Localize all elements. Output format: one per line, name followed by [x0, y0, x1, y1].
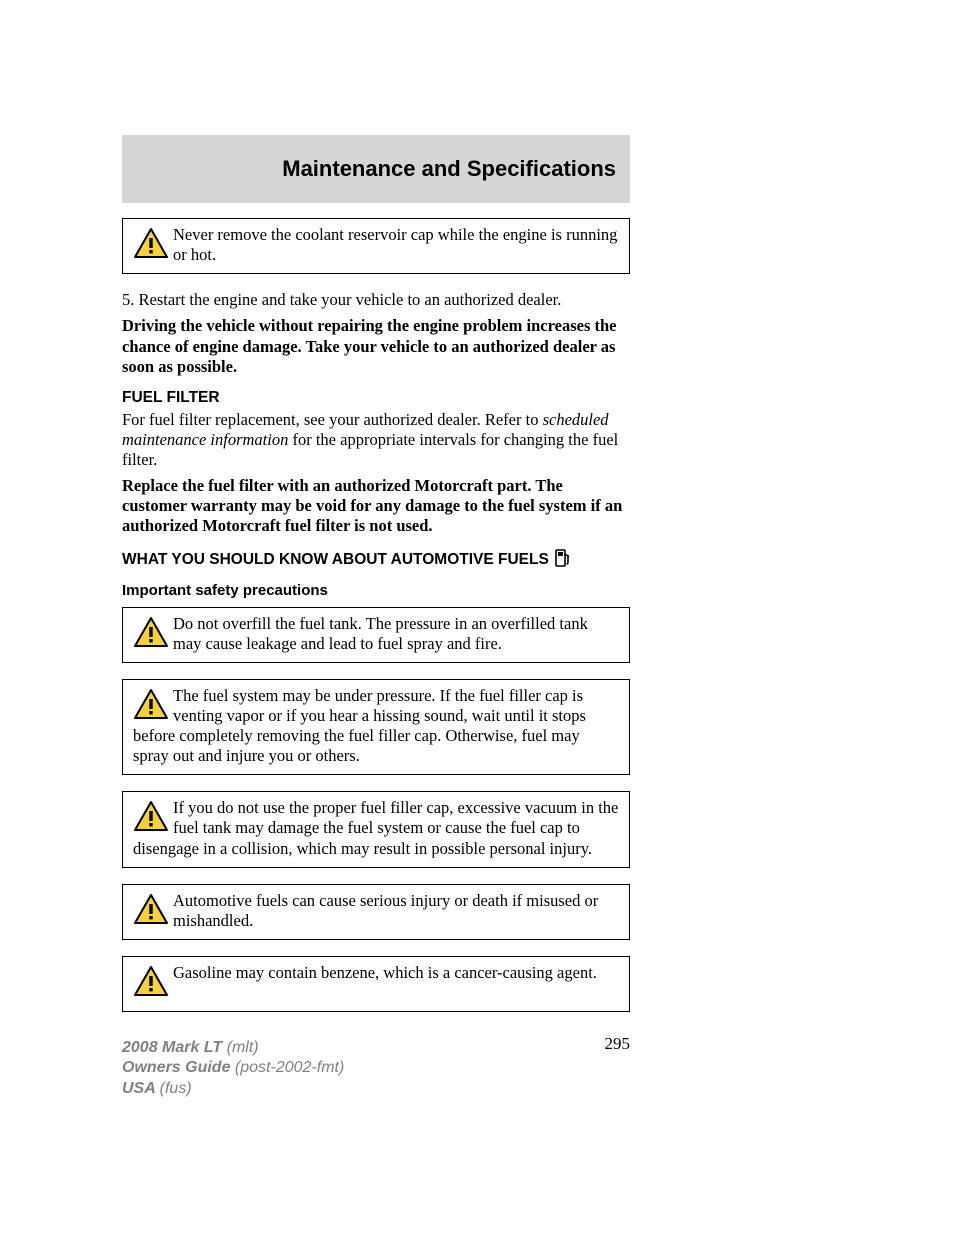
heading-automotive-fuels-text: WHAT YOU SHOULD KNOW ABOUT AUTOMOTIVE FU… — [122, 551, 549, 569]
footer-bold: Owners Guide — [122, 1059, 235, 1076]
warning-box-misuse: Automotive fuels can cause serious injur… — [122, 884, 630, 940]
para-replace-bold: Replace the fuel filter with an authoriz… — [122, 476, 630, 536]
warning-text-coolant: Never remove the coolant reservoir cap w… — [133, 225, 619, 265]
para-restart: 5. Restart the engine and take your vehi… — [122, 290, 630, 310]
heading-fuel-filter-text: FUEL FILTER — [122, 389, 220, 407]
warning-text: Do not overfill the fuel tank. The press… — [133, 614, 619, 654]
footer-bold: USA — [122, 1080, 160, 1097]
warning-text: Gasoline may contain benzene, which is a… — [133, 963, 619, 1003]
page-title: Maintenance and Specifications — [282, 156, 616, 182]
content-area: Never remove the coolant reservoir cap w… — [122, 218, 630, 1054]
warning-text-overfill: Do not overfill the fuel tank. The press… — [133, 614, 619, 654]
heading-automotive-fuels: WHAT YOU SHOULD KNOW ABOUT AUTOMOTIVE FU… — [122, 549, 630, 572]
warning-text: Never remove the coolant reservoir cap w… — [133, 225, 619, 265]
para-driving-bold: Driving the vehicle without repairing th… — [122, 316, 630, 376]
warning-box-pressure: The fuel system may be under pressure. I… — [122, 679, 630, 776]
warning-text: Automotive fuels can cause serious injur… — [133, 891, 619, 931]
text-segment: For fuel filter replacement, see your au… — [122, 410, 543, 429]
warning-triangle-icon — [133, 616, 169, 648]
warning-text: If you do not use the proper fuel filler… — [133, 798, 619, 858]
footer-bold: 2008 Mark LT — [122, 1039, 227, 1056]
footer-ital: (fus) — [160, 1080, 192, 1097]
warning-text-pressure: The fuel system may be under pressure. I… — [133, 686, 619, 767]
warning-text-benzene: Gasoline may contain benzene, which is a… — [133, 963, 619, 983]
warning-box-overfill: Do not overfill the fuel tank. The press… — [122, 607, 630, 663]
footer-block: 2008 Mark LT (mlt) Owners Guide (post-20… — [122, 1038, 344, 1099]
page-root: Maintenance and Specifications Never rem… — [0, 0, 954, 1235]
fuel-pump-icon — [555, 549, 571, 572]
header-band: Maintenance and Specifications — [122, 135, 630, 203]
warning-text-fillercap: If you do not use the proper fuel filler… — [133, 798, 619, 858]
warning-text: The fuel system may be under pressure. I… — [133, 686, 619, 767]
warning-box-fillercap: If you do not use the proper fuel filler… — [122, 791, 630, 867]
warning-triangle-icon — [133, 893, 169, 925]
warning-box-coolant: Never remove the coolant reservoir cap w… — [122, 218, 630, 274]
footer-ital: (mlt) — [227, 1039, 259, 1056]
footer-line-2: Owners Guide (post-2002-fmt) — [122, 1058, 344, 1078]
warning-box-benzene: Gasoline may contain benzene, which is a… — [122, 956, 630, 1012]
warning-triangle-icon — [133, 800, 169, 832]
footer-ital: (post-2002-fmt) — [235, 1059, 344, 1076]
warning-triangle-icon — [133, 688, 169, 720]
heading-fuel-filter: FUEL FILTER — [122, 389, 630, 407]
footer-line-1: 2008 Mark LT (mlt) — [122, 1038, 344, 1058]
para-fuel-filter-info: For fuel filter replacement, see your au… — [122, 410, 630, 470]
warning-text-misuse: Automotive fuels can cause serious injur… — [133, 891, 619, 931]
warning-triangle-icon — [133, 227, 169, 259]
footer-line-3: USA (fus) — [122, 1079, 344, 1099]
subheading-safety: Important safety precautions — [122, 582, 630, 599]
warning-triangle-icon — [133, 965, 169, 997]
